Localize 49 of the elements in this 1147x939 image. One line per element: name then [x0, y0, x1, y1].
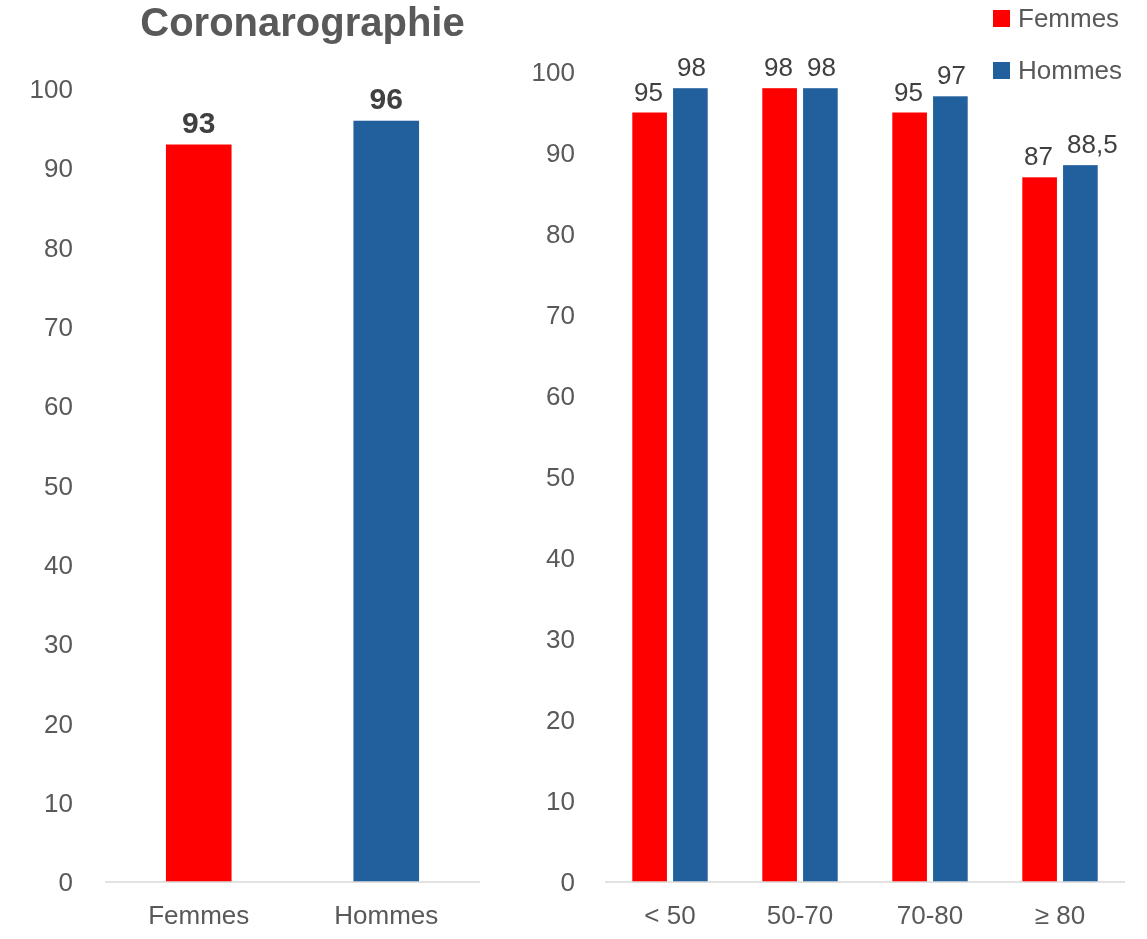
y-tick-label: 40: [44, 549, 73, 580]
bar: [933, 96, 968, 882]
data-label: 97: [937, 60, 966, 91]
x-tick-label: 50-70: [766, 900, 834, 930]
bar: [673, 88, 708, 882]
data-label: 98: [807, 52, 836, 83]
y-tick-label: 50: [546, 462, 575, 493]
bar: [892, 112, 927, 882]
y-tick-label: 40: [546, 543, 575, 574]
bar: [1022, 177, 1057, 882]
bar: [632, 112, 667, 882]
y-tick-label: 30: [44, 629, 73, 660]
data-label: 95: [634, 76, 663, 107]
x-tick-label: Hommes: [334, 900, 439, 930]
x-tick-label: ≥ 80: [1034, 900, 1086, 930]
y-tick-label: 90: [546, 138, 575, 169]
data-label: 95: [894, 76, 923, 107]
y-tick-label: 10: [44, 787, 73, 818]
bar: [803, 88, 838, 882]
y-tick-label: 60: [546, 381, 575, 412]
y-tick-label: 20: [44, 708, 73, 739]
data-label: 98: [764, 52, 793, 83]
y-tick-label: 90: [44, 153, 73, 184]
y-tick-label: 0: [58, 867, 73, 898]
y-tick-label: 100: [531, 57, 575, 88]
y-tick-label: 10: [546, 786, 575, 817]
y-tick-label: 70: [44, 312, 73, 342]
y-tick-label: 100: [29, 74, 73, 105]
y-tick-label: 80: [546, 219, 575, 250]
legend-label: Hommes: [1018, 55, 1123, 86]
y-tick-label: 20: [546, 705, 575, 736]
x-tick-label: 70-80: [896, 900, 964, 930]
x-tick-label: < 50: [644, 900, 696, 930]
y-tick-label: 0: [560, 867, 575, 898]
y-tick-label: 30: [546, 624, 575, 655]
data-label: 93: [182, 105, 216, 139]
chart-title: Coronarographie: [140, 0, 465, 44]
data-label: 88,5: [1067, 129, 1118, 160]
y-tick-label: 80: [44, 232, 73, 263]
data-label: 87: [1024, 141, 1053, 172]
x-tick-label: Femmes: [148, 900, 250, 930]
bar: [1063, 165, 1098, 882]
data-label: 98: [677, 52, 706, 83]
legend-label: Femmes: [1018, 3, 1120, 34]
y-tick-label: 60: [44, 391, 73, 422]
y-tick-label: 50: [44, 470, 73, 501]
data-label: 96: [369, 81, 403, 115]
y-tick-label: 70: [546, 300, 575, 331]
bar: [762, 88, 797, 882]
